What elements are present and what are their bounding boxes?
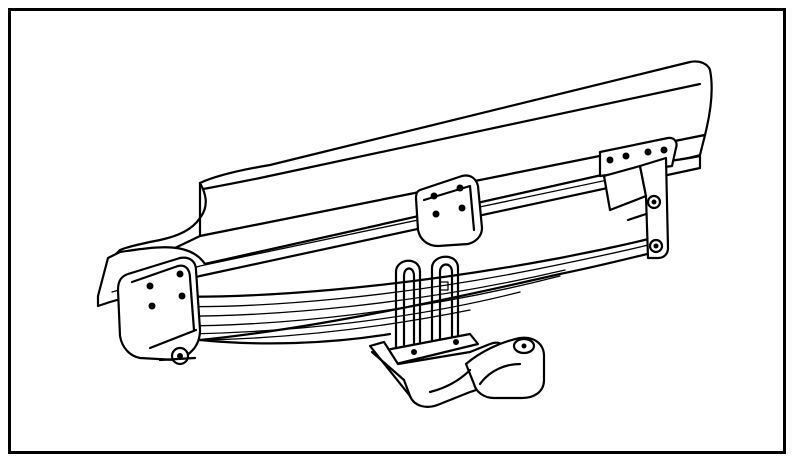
u-bolt-assembly — [384, 255, 480, 366]
bump-stop-bracket — [414, 174, 484, 248]
front-spring-hanger-bracket — [116, 256, 202, 366]
leaf-spring — [148, 234, 666, 348]
axle-seat-bracket — [368, 336, 546, 408]
rear-shackle-bracket — [598, 136, 678, 260]
